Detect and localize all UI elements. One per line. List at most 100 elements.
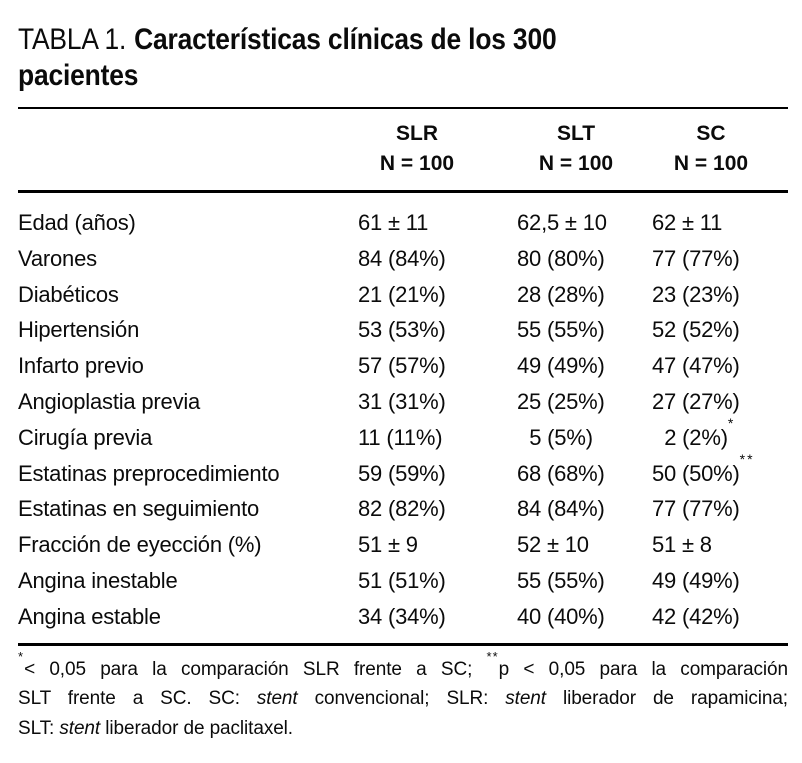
cell-text: 49 (49%) (652, 567, 740, 593)
table-footnote: *< 0,05 para la comparación SLR frente a… (18, 650, 788, 744)
table-row: Fracción de eyección (%) 51 ± 9 52 ± 10 51 … (18, 527, 788, 563)
table-row: Hipertensión 53 (53%) 55 (55%) 52 (52%) (18, 312, 788, 348)
title-text-line1: Características clínicas de los 300 (134, 23, 557, 56)
significance-marker: * (18, 649, 25, 665)
table-row: Cirugía previa 11 (11%) 5 (5%) 2 (2%)* (18, 416, 788, 456)
cell-value: 52 ± 10 (517, 527, 652, 563)
row-label: Angioplastia previa (18, 388, 201, 414)
cell-value: 77 (77%) (652, 241, 788, 277)
cell-text: 51 ± 8 (652, 532, 712, 558)
cell-text: 77 (77%) (652, 496, 740, 522)
cell-value: 62 ± 11 (652, 205, 788, 241)
row-label: Hipertensión (18, 317, 140, 343)
table-row: Angioplastia previa 31 (31%) 25 (25%) 27 (2… (18, 384, 788, 420)
row-label: Cirugía previa (18, 424, 153, 450)
table-number-label: TABLA 1. (18, 23, 127, 56)
cell-text: 31 (31%) (358, 388, 446, 414)
footnote-text: SLT frente a SC. SC: (18, 688, 257, 710)
table-row: Varones 84 (84%) 80 (80%) 77 (77%) (18, 241, 788, 277)
cell-value: 61 ± 11 (358, 205, 517, 241)
cell-value: 84 (84%) (358, 241, 517, 277)
cell-text: 2 (2%) (664, 424, 728, 450)
cell-text: 84 (84%) (358, 245, 446, 271)
title-line-1: TABLA 1. Características clínicas de los … (18, 22, 696, 58)
column-header-row: SLR N = 100 SLT N = 100 SC N = 100 (18, 109, 788, 190)
cell-value: 34 (34%) (358, 599, 517, 635)
cell-value: 53 (53%) (358, 312, 517, 348)
row-label: Estatinas en seguimiento (18, 496, 260, 522)
cell-text: 52 (52%) (652, 317, 740, 343)
cell-value: 21 (21%) (358, 277, 517, 313)
footnote-line: *< 0,05 para la comparación SLR frente a… (18, 650, 788, 685)
cell-text: 77 (77%) (652, 245, 740, 271)
cell-text: 80 (80%) (517, 245, 605, 271)
cell-value: 80 (80%) (517, 241, 652, 277)
cell-value: 55 (55%) (517, 312, 652, 348)
column-header-sc: SC N = 100 (652, 119, 788, 179)
italic-term: stent (59, 717, 101, 739)
italic-term: stent (256, 688, 298, 710)
cell-text: 5 (5%) (529, 424, 593, 450)
column-n-slt: N = 100 (538, 152, 614, 175)
footnote-text: liberador de rapamicina; (545, 688, 788, 710)
table-body: Edad (años) 61 ± 11 62,5 ± 10 62 ± 11 Varone… (18, 193, 788, 643)
table-title: TABLA 1. Características clínicas de los … (18, 22, 696, 94)
cell-value: 51 ± 8 (652, 527, 788, 563)
title-line-2: pacientes (18, 58, 696, 94)
table-row: Angina estable 34 (34%) 40 (40%) 42 (42%) (18, 599, 788, 635)
cell-value: 28 (28%) (517, 277, 652, 313)
cell-value: 42 (42%) (652, 599, 788, 635)
cell-value: 82 (82%) (358, 491, 517, 527)
cell-text: 52 ± 10 (517, 532, 589, 558)
cell-value: 50 (50%)** (652, 452, 788, 492)
cell-text: 23 (23%) (652, 281, 740, 307)
footnote-line: SLT frente a SC. SC: stent convencional;… (18, 684, 788, 714)
cell-text: 40 (40%) (517, 603, 605, 629)
row-label: Infarto previo (18, 353, 144, 379)
significance-marker: ** (739, 451, 755, 468)
cell-value: 51 (51%) (358, 563, 517, 599)
header-horizontal-rule (18, 190, 788, 193)
cell-value: 27 (27%) (652, 384, 788, 420)
cell-value: 62,5 ± 10 (517, 205, 652, 241)
cell-text: 62,5 ± 10 (517, 210, 607, 235)
significance-marker: ** (486, 649, 499, 665)
row-label: Angina estable (18, 603, 161, 629)
column-name-slr: SLR (396, 122, 438, 145)
column-n-sc: N = 100 (673, 152, 749, 175)
table-row: Estatinas preprocedimiento 59 (59%) 68 (68… (18, 452, 788, 492)
cell-value: 57 (57%) (358, 348, 517, 384)
cell-value: 77 (77%) (652, 491, 788, 527)
cell-text: 11 (11%) (358, 424, 443, 450)
column-header-slt: SLT N = 100 (517, 119, 652, 179)
cell-value: 49 (49%) (517, 348, 652, 384)
row-label: Estatinas preprocedimiento (18, 460, 280, 486)
cell-text: 53 (53%) (358, 317, 446, 343)
cell-text: 25 (25%) (517, 388, 605, 414)
cell-value: 11 (11%) (358, 420, 517, 456)
footnote-text: liberador de paclitaxel. (100, 717, 293, 739)
column-header-slr: SLR N = 100 (358, 119, 517, 179)
cell-text: 59 (59%) (358, 460, 446, 486)
row-label: Fracción de eyección (%) (18, 532, 262, 558)
italic-term: stent (505, 688, 546, 710)
table-row: Infarto previo 57 (57%) 49 (49%) 47 (47%) (18, 348, 788, 384)
column-n-slr: N = 100 (379, 152, 455, 175)
cell-text: 55 (55%) (517, 317, 605, 343)
cell-text: 68 (68%) (517, 460, 605, 486)
cell-value: 51 ± 9 (358, 527, 517, 563)
column-name-sc: SC (696, 122, 726, 145)
table-row: Estatinas en seguimiento 82 (82%) 84 (84%)… (18, 491, 788, 527)
cell-value: 49 (49%) (652, 563, 788, 599)
footnote-text: p < 0,05 para la comparación (498, 658, 788, 680)
cell-text: 51 (51%) (358, 567, 446, 593)
cell-text: 21 (21%) (358, 281, 446, 307)
table-row: Angina inestable 51 (51%) 55 (55%) 49 (49%) (18, 563, 788, 599)
cell-value: 55 (55%) (517, 563, 652, 599)
row-label: Varones (18, 245, 97, 271)
title-text-line2: pacientes (18, 59, 139, 92)
footnote-line: SLT: stent liberador de paclitaxel. (18, 714, 788, 744)
row-label: Diabéticos (18, 281, 119, 307)
cell-value: 40 (40%) (517, 599, 652, 635)
bottom-horizontal-rule (18, 642, 788, 646)
